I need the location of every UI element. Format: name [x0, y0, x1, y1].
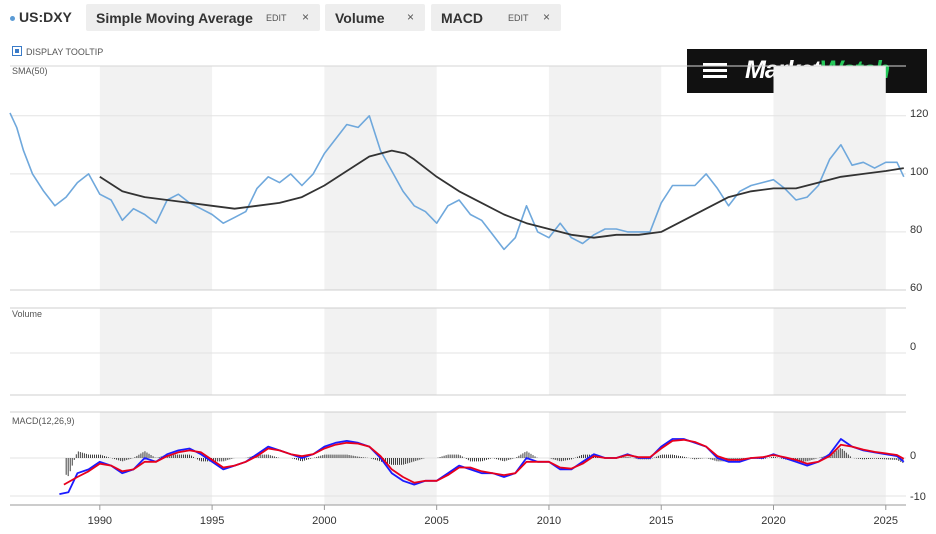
- hamburger-menu-icon[interactable]: [703, 63, 727, 79]
- price-panel-label: SMA(50): [12, 66, 48, 76]
- shaded-period-2020-2025: [773, 66, 886, 290]
- chip-sma-edit-button[interactable]: EDIT: [266, 13, 287, 23]
- chip-sma: Simple Moving Average EDIT ×: [86, 4, 320, 31]
- x-tick-label: 2005: [424, 515, 448, 527]
- price-y-tick-label: 120: [910, 108, 928, 120]
- chip-sma-label: Simple Moving Average: [96, 10, 253, 26]
- price-y-tick-label: 80: [910, 224, 922, 236]
- shaded-period-1990-1995: [99, 66, 213, 290]
- macd-y-tick-label: 0: [910, 450, 916, 462]
- symbol-text: US:DXY: [19, 9, 72, 25]
- series-color-dot: [10, 15, 15, 21]
- indicator-toolbar: US:DXY Simple Moving Average EDIT × Volu…: [0, 4, 936, 32]
- chip-volume-label: Volume: [335, 10, 385, 26]
- sma-line[interactable]: [99, 149, 904, 239]
- price-y-tick-label: 100: [910, 166, 928, 178]
- display-tooltip-toggle[interactable]: DISPLAY TOOLTIP: [12, 46, 103, 57]
- volume-panel-label: Volume: [12, 309, 42, 319]
- macd-y-tick-label: -10: [910, 491, 926, 503]
- x-tick-label: 1990: [88, 515, 112, 527]
- shaded-period-2020-2025: [773, 308, 886, 395]
- shaded-period-2000-2005: [324, 66, 437, 290]
- x-tick-label: 2010: [537, 515, 561, 527]
- volume-y-tick-label: 0: [910, 341, 916, 353]
- axes: 120 100 80 60 0 0 -10 1990 1995 2000 2005 2010 2015 2…: [10, 108, 928, 527]
- symbol-label[interactable]: US:DXY: [10, 9, 72, 25]
- chip-macd-label: MACD: [441, 10, 483, 26]
- chip-macd-close-icon[interactable]: ×: [543, 10, 551, 24]
- shaded-period-2000-2005: [324, 308, 437, 395]
- signal-line[interactable]: [63, 438, 905, 486]
- macd-panel-label: MACD(12,26,9): [12, 416, 75, 426]
- price-y-tick-label: 60: [910, 282, 922, 294]
- chip-sma-close-icon[interactable]: ×: [302, 10, 310, 24]
- x-tick-label: 2020: [761, 515, 785, 527]
- shaded-period-2010-2015: [548, 308, 662, 395]
- x-tick-label: 1995: [200, 515, 224, 527]
- shaded-periods: [99, 66, 886, 505]
- price-line[interactable]: [9, 112, 905, 251]
- chip-macd-edit-button[interactable]: EDIT: [508, 13, 529, 23]
- x-tick-label: 2000: [312, 515, 336, 527]
- shaded-period-1990-1995: [99, 308, 213, 395]
- display-tooltip-label: DISPLAY TOOLTIP: [26, 47, 104, 57]
- x-tick-label: 2015: [649, 515, 673, 527]
- chip-volume-close-icon[interactable]: ×: [407, 10, 415, 24]
- series-layer: [9, 112, 905, 495]
- chip-volume: Volume ×: [325, 4, 425, 31]
- x-tick-label: 2025: [874, 515, 898, 527]
- shaded-period-2010-2015: [548, 66, 662, 290]
- checkbox-icon[interactable]: [12, 46, 22, 56]
- chip-macd: MACD EDIT ×: [431, 4, 561, 31]
